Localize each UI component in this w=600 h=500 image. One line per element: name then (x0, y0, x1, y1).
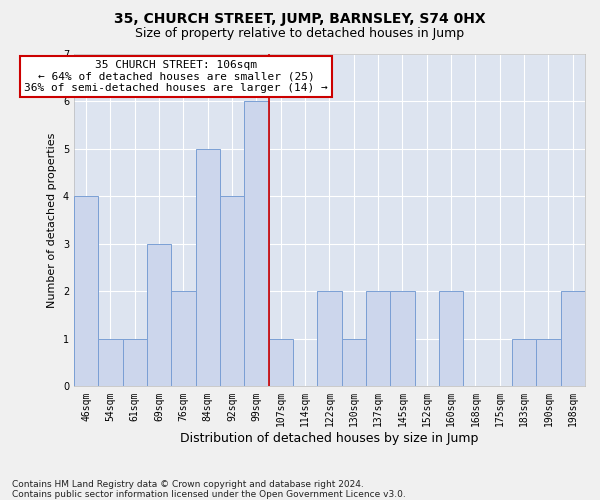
Bar (512, 339, 536, 386)
Text: 35, CHURCH STREET, JUMP, BARNSLEY, S74 0HX: 35, CHURCH STREET, JUMP, BARNSLEY, S74 0… (114, 12, 486, 26)
Bar (244, 102, 269, 387)
Bar (536, 339, 560, 386)
Bar (560, 292, 585, 386)
Text: Contains public sector information licensed under the Open Government Licence v3: Contains public sector information licen… (12, 490, 406, 499)
Bar (196, 149, 220, 386)
Bar (317, 292, 341, 386)
Bar (171, 292, 196, 386)
X-axis label: Distribution of detached houses by size in Jump: Distribution of detached houses by size … (180, 432, 479, 445)
Bar (122, 339, 147, 386)
Text: Contains HM Land Registry data © Crown copyright and database right 2024.: Contains HM Land Registry data © Crown c… (12, 480, 364, 489)
Bar (439, 292, 463, 386)
Bar (341, 339, 366, 386)
Bar (98, 339, 122, 386)
Bar (74, 196, 98, 386)
Bar (147, 244, 171, 386)
Bar (220, 196, 244, 386)
Bar (366, 292, 390, 386)
Y-axis label: Number of detached properties: Number of detached properties (47, 132, 57, 308)
Text: Size of property relative to detached houses in Jump: Size of property relative to detached ho… (136, 28, 464, 40)
Bar (269, 339, 293, 386)
Text: 35 CHURCH STREET: 106sqm
← 64% of detached houses are smaller (25)
36% of semi-d: 35 CHURCH STREET: 106sqm ← 64% of detach… (24, 60, 328, 93)
Bar (390, 292, 415, 386)
